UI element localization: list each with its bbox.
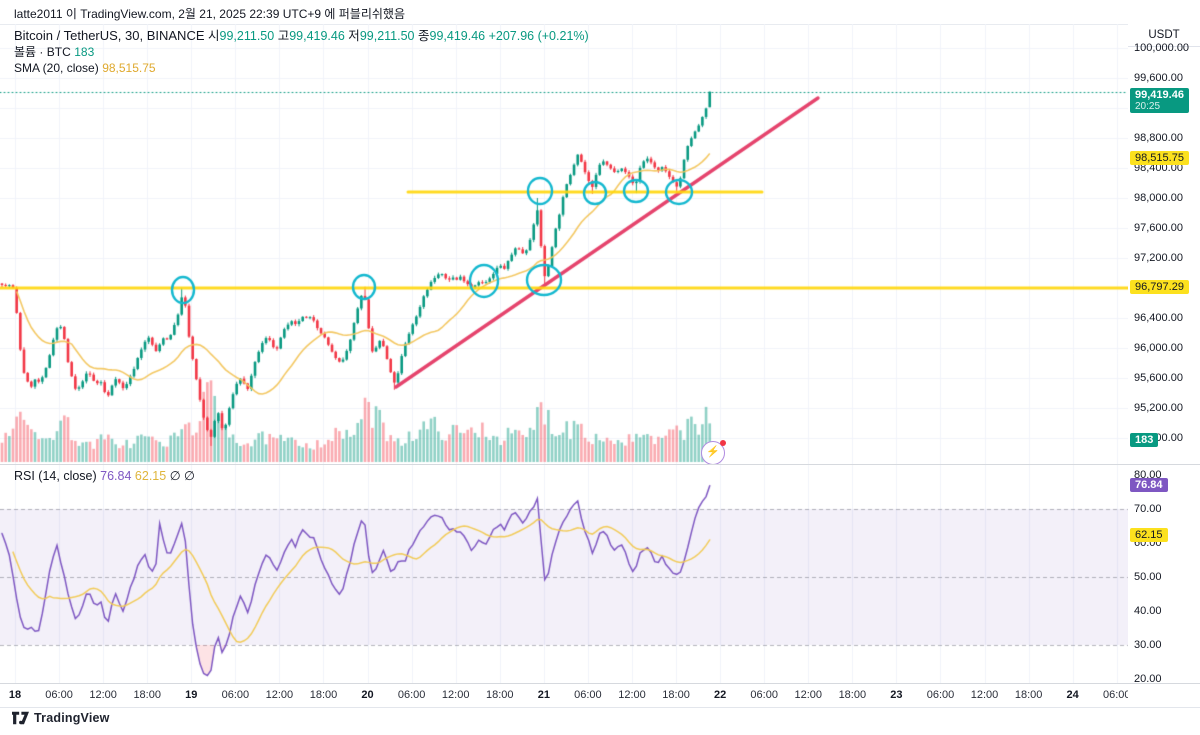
volume-badge: 183 bbox=[1130, 433, 1159, 447]
chart-canvas[interactable] bbox=[0, 24, 1128, 683]
price-axis-panel[interactable]: USDT 100,000.0099,600.0099,200.0098,800.… bbox=[1128, 24, 1200, 707]
rsi-ma-value: 62.15 bbox=[134, 469, 167, 483]
low-value: 99,211.50 bbox=[359, 29, 415, 43]
currency-unit-label[interactable]: USDT bbox=[1128, 24, 1200, 47]
price-tick-label: 96,400.00 bbox=[1134, 311, 1183, 324]
rsi-value-badge: 76.84 bbox=[1130, 477, 1168, 492]
price-tick-label: 100,000.00 bbox=[1134, 42, 1190, 55]
time-tick-label: 06:00 bbox=[397, 689, 426, 701]
sma-value: 98,515.75 bbox=[102, 61, 156, 75]
time-tick-label: 12:00 bbox=[265, 689, 294, 701]
rsi-tick-label: 30.00 bbox=[1134, 639, 1162, 651]
sma-value-badge: 98,515.75 bbox=[1130, 150, 1189, 165]
price-tick-label: 98,000.00 bbox=[1134, 192, 1183, 204]
publish-header: latte2011 이 TradingView.com, 2월 21, 2025… bbox=[14, 7, 405, 21]
price-tick-label: 95,200.00 bbox=[1134, 401, 1183, 414]
price-tick-label: 98,400.00 bbox=[1134, 162, 1183, 175]
time-tick-label: 12:00 bbox=[618, 689, 646, 701]
rsi-legend: RSI (14, close) 76.84 62.15 ∅ ∅ bbox=[14, 468, 195, 483]
rsi-value: 76.84 bbox=[100, 469, 132, 483]
time-tick-label: 06:00 bbox=[1102, 689, 1128, 701]
price-tick-label: 97,200.00 bbox=[1134, 251, 1183, 264]
open-label: 시 bbox=[208, 29, 220, 43]
time-tick-label: 21 bbox=[537, 689, 550, 701]
price-tick-label: 98,800.00 bbox=[1134, 132, 1183, 145]
close-value: 99,419.46 bbox=[429, 29, 486, 43]
time-tick-label: 12:00 bbox=[89, 689, 117, 701]
rsi-ma-badge: 62.15 bbox=[1130, 527, 1168, 542]
high-value: 99,419.46 bbox=[289, 29, 345, 43]
time-tick-label: 18:00 bbox=[309, 689, 338, 701]
legend-volume-row: 볼륨 · BTC 183 bbox=[14, 45, 589, 60]
close-label: 종 bbox=[417, 29, 430, 43]
time-axis[interactable]: 18 06:00 12:00 18:00 19 06:00 12:00 18:00 20 06:0… bbox=[0, 684, 1128, 707]
time-tick-label: 18:00 bbox=[662, 689, 690, 701]
rsi-tick-label: 70.00 bbox=[1134, 503, 1162, 515]
high-label: 고 bbox=[277, 29, 290, 43]
volume-label[interactable]: 볼륨 · BTC bbox=[14, 45, 71, 59]
sma-label[interactable]: SMA (20, close) bbox=[14, 61, 99, 75]
rsi-tick-label: 20.00 bbox=[1134, 673, 1162, 685]
brand-name[interactable]: TradingView bbox=[34, 711, 110, 725]
bar-countdown: 20:25 bbox=[1135, 100, 1161, 112]
time-tick-label: 23 bbox=[890, 689, 903, 701]
time-tick-label: 18 bbox=[8, 689, 22, 701]
last-price-value: 99,419.46 bbox=[1135, 88, 1184, 101]
volume-value: 183 bbox=[74, 45, 95, 59]
time-tick-label: 20 bbox=[361, 689, 374, 701]
price-tick-label: 95,600.00 bbox=[1134, 371, 1183, 384]
time-tick-label: 06:00 bbox=[45, 689, 73, 701]
instant-trading-icon[interactable]: ⚡ bbox=[701, 440, 726, 465]
rsi-tick-label: 40.00 bbox=[1134, 605, 1162, 617]
time-tick-label: 18:00 bbox=[838, 689, 867, 701]
time-tick-label: 24 bbox=[1066, 689, 1079, 701]
rsi-extra-values: ∅ ∅ bbox=[169, 469, 195, 483]
time-tick-label: 06:00 bbox=[750, 689, 778, 701]
open-value: 99,211.50 bbox=[219, 29, 275, 43]
time-tick-label: 06:00 bbox=[574, 689, 602, 701]
level-price-badge: 96,797.29 bbox=[1130, 279, 1189, 294]
price-tick-label: 96,000.00 bbox=[1134, 341, 1183, 354]
chart-bottom-border bbox=[0, 707, 1200, 708]
time-tick-label: 06:00 bbox=[926, 689, 955, 701]
axis-divider bbox=[0, 683, 1200, 684]
time-tick-label: 12:00 bbox=[794, 689, 823, 701]
time-tick-label: 22 bbox=[713, 689, 727, 701]
time-tick-label: 18:00 bbox=[133, 689, 161, 701]
low-label: 저 bbox=[348, 29, 360, 43]
legend-sma-row: SMA (20, close) 98,515.75 bbox=[14, 61, 589, 76]
time-tick-label: 06:00 bbox=[221, 689, 250, 701]
tradingview-logo-icon bbox=[12, 711, 29, 725]
time-tick-label: 12:00 bbox=[441, 689, 470, 701]
symbol-title[interactable]: Bitcoin / TetherUS, 30, BINANCE bbox=[14, 28, 205, 43]
time-tick-label: 19 bbox=[185, 689, 198, 701]
time-tick-label: 18:00 bbox=[1014, 689, 1043, 701]
pane-divider[interactable] bbox=[0, 464, 1200, 465]
footer: TradingView bbox=[12, 711, 110, 725]
rsi-tick-label: 50.00 bbox=[1134, 571, 1162, 583]
chart-legend: Bitcoin / TetherUS, 30, BINANCE 시99,211.… bbox=[14, 28, 589, 77]
price-tick-label: 99,600.00 bbox=[1134, 72, 1183, 85]
rsi-label[interactable]: RSI (14, close) bbox=[14, 469, 97, 483]
time-tick-label: 12:00 bbox=[970, 689, 999, 701]
price-tick-label: 97,600.00 bbox=[1134, 221, 1183, 234]
time-tick-label: 18:00 bbox=[486, 689, 514, 701]
legend-symbol-row: Bitcoin / TetherUS, 30, BINANCE 시99,211.… bbox=[14, 28, 589, 44]
change-value: +207.96 (+0.21%) bbox=[488, 29, 589, 43]
notification-dot bbox=[720, 440, 726, 446]
last-price-badge: 99,419.46 20:25 bbox=[1130, 87, 1189, 113]
